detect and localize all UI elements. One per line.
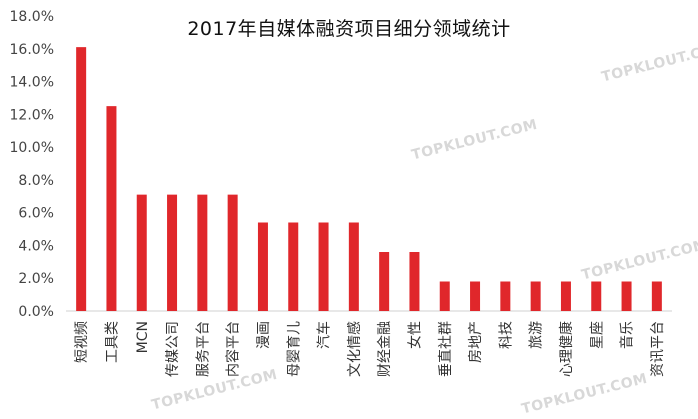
bar xyxy=(409,252,420,311)
x-tick-label: 传媒公司 xyxy=(165,321,181,377)
bar xyxy=(227,194,238,311)
x-tick-label: 内容平台 xyxy=(225,321,242,377)
x-tick-label: 漫画 xyxy=(256,321,272,349)
x-tick-label: 心理健康 xyxy=(558,321,575,377)
y-tick-label: 2.0% xyxy=(18,271,54,287)
bar xyxy=(591,281,602,311)
y-tick-label: 6.0% xyxy=(18,206,54,222)
bar xyxy=(439,281,450,311)
bar xyxy=(651,281,662,311)
y-tick-label: 0.0% xyxy=(18,304,54,320)
y-tick-label: 14.0% xyxy=(10,75,54,91)
x-tick-label: MCN xyxy=(135,321,151,353)
x-tick-label: 汽车 xyxy=(316,321,333,349)
y-tick-label: 8.0% xyxy=(18,173,54,189)
bar xyxy=(136,194,147,311)
bar xyxy=(197,194,208,311)
x-tick-label: 音乐 xyxy=(619,321,636,349)
bar xyxy=(288,222,299,311)
bar xyxy=(500,281,511,311)
x-tick-label: 星座 xyxy=(589,321,605,349)
x-tick-label: 资讯平台 xyxy=(650,321,666,377)
x-tick-label: 短视频 xyxy=(74,321,90,363)
x-tick-label: 工具类 xyxy=(104,321,120,363)
bar xyxy=(167,194,178,311)
bar xyxy=(257,222,268,311)
y-tick-label: 12.0% xyxy=(10,107,54,123)
x-tick-label: 服务平台 xyxy=(195,321,211,377)
x-tick-label: 女性 xyxy=(406,321,423,349)
y-tick-label: 18.0% xyxy=(10,9,54,25)
bar xyxy=(106,106,117,311)
x-tick-label: 财经金融 xyxy=(377,321,393,377)
y-tick-label: 16.0% xyxy=(10,42,54,58)
x-tick-label: 科技 xyxy=(498,321,514,349)
bar xyxy=(76,47,87,312)
bar xyxy=(318,222,329,311)
bar xyxy=(348,222,359,311)
bar xyxy=(530,281,541,311)
y-tick-label: 4.0% xyxy=(18,238,54,254)
chart-title: 2017年自媒体融资项目细分领域统计 xyxy=(187,18,511,40)
x-tick-label: 垂直社群 xyxy=(437,321,454,377)
bar xyxy=(560,281,571,311)
bar xyxy=(621,281,632,311)
x-tick-label: 母婴育儿 xyxy=(286,321,302,377)
bar xyxy=(379,252,390,311)
y-tick-label: 10.0% xyxy=(10,140,54,156)
x-tick-label: 旅游 xyxy=(529,321,545,349)
bar xyxy=(470,281,481,311)
x-tick-label: 房地产 xyxy=(468,321,484,363)
x-tick-label: 文化情感 xyxy=(346,321,363,377)
